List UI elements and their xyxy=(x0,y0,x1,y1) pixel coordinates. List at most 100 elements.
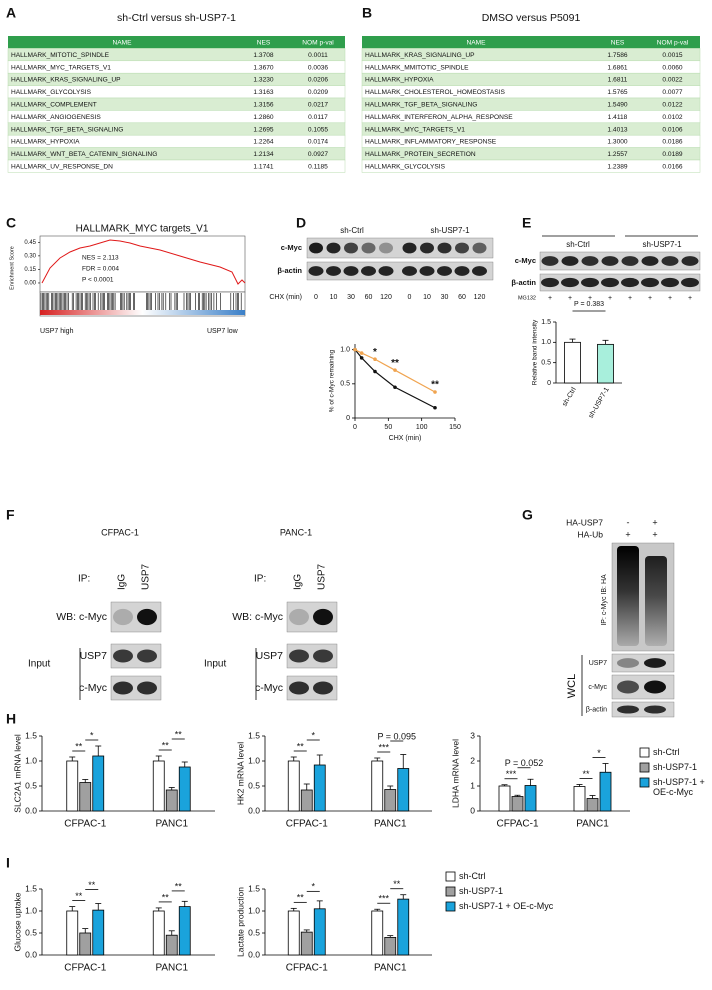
bar xyxy=(152,910,165,956)
table-cell: 0.0117 xyxy=(308,114,328,121)
table-cell: 0.0015 xyxy=(662,52,683,59)
table-cell: 0.0206 xyxy=(308,77,329,84)
panel-label: E xyxy=(522,215,531,231)
blot-band xyxy=(313,681,333,695)
legend-label: sh-USP7-1 + OE-c-Myc xyxy=(653,777,705,797)
row-label: c-Myc xyxy=(79,682,107,694)
lane-label: + xyxy=(668,295,672,302)
table-cell: HALLMARK_INTERFERON_ALPHA_RESPONSE xyxy=(365,114,513,121)
y-axis-label: Relative band intensity xyxy=(532,319,539,385)
row-label: c-Myc xyxy=(515,256,536,265)
legend-item: sh-USP7-1 xyxy=(459,886,503,896)
y-tick-label: 1.0 xyxy=(25,755,37,765)
legend-label: sh-USP7-1 xyxy=(653,762,698,772)
table-cell: 1.2860 xyxy=(253,114,274,121)
blot-band xyxy=(313,608,333,626)
table-row xyxy=(361,159,701,173)
table-cell: 1.6861 xyxy=(607,64,628,71)
ip-label: IP: xyxy=(254,574,266,585)
legend-label: sh-Ctrl xyxy=(653,747,680,757)
panel-label: D xyxy=(296,215,306,231)
y-tick-label: 0.00 xyxy=(24,281,36,287)
blot-band xyxy=(455,242,469,254)
y-axis-label: Lactate production xyxy=(235,887,245,957)
bar xyxy=(564,341,581,384)
bar xyxy=(498,785,511,812)
significance: ** xyxy=(431,380,439,391)
blot-band xyxy=(661,277,679,288)
blot-band xyxy=(289,681,309,695)
lane-label: + xyxy=(608,295,612,302)
table-cell: 1.5490 xyxy=(607,101,628,108)
table-cell: HALLMARK_COMPLEMENT xyxy=(11,101,97,108)
x-tick-label: 50 xyxy=(384,424,392,431)
legend-swatch xyxy=(445,871,456,882)
bar xyxy=(300,931,313,956)
blot-band xyxy=(113,608,133,626)
panel-label: A xyxy=(6,5,16,21)
plot-frame xyxy=(39,235,246,293)
y-tick-label: 0.0 xyxy=(248,949,260,959)
data-point xyxy=(393,368,397,372)
lane-label: 10 xyxy=(423,294,431,301)
bar xyxy=(178,766,191,812)
ub-smear xyxy=(617,546,639,646)
panel-label: G xyxy=(522,507,533,523)
legend-item: sh-Ctrl xyxy=(653,747,680,757)
row-label: β-actin xyxy=(277,266,302,275)
treatment-label: CHX (min) xyxy=(269,294,302,301)
blot-band xyxy=(644,680,666,694)
input-label: Input xyxy=(204,659,226,670)
blot-band xyxy=(344,242,358,254)
y-tick-label: 1.5 xyxy=(25,883,37,893)
blot-band xyxy=(644,705,666,714)
condition-sign: + xyxy=(652,529,657,539)
bar xyxy=(300,789,313,812)
row-label: USP7 xyxy=(589,660,607,667)
blot-band xyxy=(361,266,376,276)
blot-band xyxy=(621,277,639,288)
blot-band xyxy=(661,256,679,266)
table-cell: 0.1055 xyxy=(308,126,329,133)
table-cell: HALLMARK_KRAS_SIGNALING_UP xyxy=(11,77,121,84)
lane-label: 30 xyxy=(441,294,449,301)
x-tick-label: PANC1 xyxy=(374,963,407,974)
table-cell: 1.2695 xyxy=(253,126,274,133)
legend-item: sh-USP7-1 + OE-c-Myc xyxy=(459,901,553,911)
bar xyxy=(511,796,524,812)
x-tick-label: sh-USP7-1 xyxy=(588,386,611,419)
blot-band xyxy=(581,256,599,266)
table-cell: 0.0106 xyxy=(662,126,683,133)
table-cell: 1.1741 xyxy=(253,163,274,170)
left-label: USP7 high xyxy=(40,328,74,335)
table-cell: HALLMARK_MMITOTIC_SPINDLE xyxy=(365,64,469,71)
statistic: FDR = 0.004 xyxy=(82,266,119,273)
table-cell: 0.0122 xyxy=(662,101,683,108)
bar xyxy=(66,760,79,812)
group-label: sh-Ctrl xyxy=(340,226,364,235)
blot-band xyxy=(402,266,417,276)
y-tick-label: 0.5 xyxy=(541,360,551,367)
table-cell: 1.3230 xyxy=(253,77,274,84)
table-cell: HALLMARK_HYPOXIA xyxy=(11,139,80,146)
significance: * xyxy=(373,347,377,358)
table-cell: 1.4118 xyxy=(608,114,628,121)
y-tick-label: 0.5 xyxy=(25,780,37,790)
table-header xyxy=(362,36,700,49)
table-cell: 0.0174 xyxy=(308,139,329,146)
y-axis-label: SLC2A1 mRNA level xyxy=(12,734,22,813)
significance: *** xyxy=(506,769,517,779)
blot-band xyxy=(617,658,639,668)
panel-label: I xyxy=(6,855,10,871)
row-label: β-actin xyxy=(586,706,607,713)
table-cell: 1.2557 xyxy=(607,151,628,158)
bar xyxy=(79,782,92,812)
blot-band xyxy=(581,277,599,288)
lane-label: 10 xyxy=(330,294,338,301)
x-tick-label: 150 xyxy=(449,424,461,431)
column-header: NES xyxy=(257,39,271,46)
x-tick-label: CFPAC-1 xyxy=(286,963,328,974)
lane-label: 120 xyxy=(380,294,392,301)
table-cell: 0.0927 xyxy=(308,151,329,158)
table-cell: 0.0022 xyxy=(662,77,683,84)
